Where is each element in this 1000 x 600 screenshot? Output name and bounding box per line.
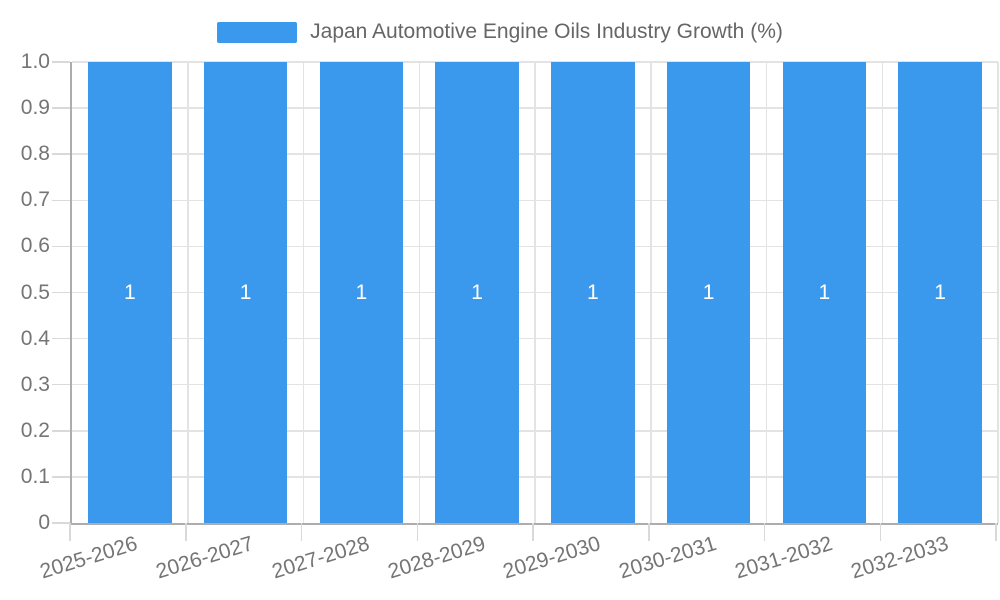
bar-value-label: 1: [818, 281, 831, 304]
x-gridline: [997, 62, 999, 523]
bar-value-label: 1: [239, 281, 252, 304]
y-axis-tick: [52, 337, 70, 340]
y-axis-tick-label: 0.3: [20, 372, 50, 396]
y-axis-tick-label: 0.1: [20, 464, 50, 488]
x-axis-tick: [300, 523, 303, 541]
y-axis-tick: [52, 245, 70, 248]
y-axis-tick-label: 0.6: [20, 234, 50, 258]
y-axis-tick-label: 1.0: [20, 50, 50, 73]
bar-value-label: 1: [934, 281, 946, 304]
bar[interactable]: 1: [782, 62, 867, 523]
x-gridline: [650, 62, 652, 523]
x-gridline: [534, 62, 536, 523]
y-axis-tick-label: 0.5: [20, 280, 50, 304]
bar[interactable]: 1: [88, 62, 172, 523]
bar-value-label: 1: [124, 281, 136, 304]
bar-value-label: 1: [355, 281, 368, 304]
y-axis-tick-label: 0.9: [20, 96, 50, 120]
x-axis-tick: [648, 523, 650, 541]
bar[interactable]: 1: [435, 62, 519, 523]
x-gridline: [418, 62, 420, 523]
x-axis-tick-label: 2030-2031: [616, 532, 720, 584]
y-axis-tick: [52, 522, 70, 524]
x-axis-tick: [532, 523, 534, 541]
y-axis-tick: [52, 291, 70, 294]
y-axis-tick-label: 0.4: [20, 326, 50, 350]
legend-label: Japan Automotive Engine Oils Industry Gr…: [310, 20, 783, 43]
chart-legend[interactable]: Japan Automotive Engine Oils Industry Gr…: [0, 14, 1000, 50]
plot-area: 1 1 1 1 1 1 1 1: [70, 61, 999, 525]
bar[interactable]: 1: [319, 62, 404, 523]
x-gridline: [187, 62, 189, 523]
bar[interactable]: 1: [666, 62, 751, 523]
y-axis-tick-label: 0: [38, 511, 50, 534]
bar[interactable]: 1: [898, 62, 982, 523]
x-axis-tick-label: 2032-2033: [848, 532, 951, 584]
x-axis-tick-label: 2027-2028: [269, 532, 373, 584]
y-axis-tick: [52, 199, 70, 202]
x-axis-tick: [763, 523, 766, 541]
y-axis-tick-label: 0.2: [20, 418, 50, 442]
bar-value-label: 1: [471, 281, 483, 304]
y-axis-tick: [52, 61, 70, 63]
x-axis-tick: [185, 523, 187, 541]
x-gridline: [881, 62, 883, 523]
x-axis-tick-label: 2031-2032: [732, 532, 836, 584]
y-axis-tick-label: 0.8: [20, 142, 50, 166]
x-axis-tick-label: 2028-2029: [385, 532, 488, 584]
x-axis-tick-label: 2029-2030: [500, 532, 604, 584]
y-axis-tick: [52, 430, 70, 432]
bar[interactable]: 1: [203, 62, 288, 523]
x-axis-tick-label: 2025-2026: [37, 532, 141, 584]
x-gridline: [765, 62, 768, 523]
legend-swatch-icon: [217, 21, 298, 43]
x-axis-tick: [69, 523, 71, 541]
x-gridline: [302, 62, 305, 523]
y-axis-tick: [52, 107, 70, 109]
x-axis-tick: [995, 523, 997, 541]
x-axis-tick: [879, 523, 881, 541]
bar-value-label: 1: [587, 281, 599, 304]
bar[interactable]: 1: [551, 62, 635, 523]
x-axis-tick-label: 2026-2027: [153, 532, 257, 584]
y-axis-tick: [52, 476, 70, 478]
y-axis-tick-label: 0.7: [20, 188, 50, 212]
y-axis-tick: [52, 153, 70, 155]
x-axis-tick: [416, 523, 418, 541]
bar-value-label: 1: [702, 281, 715, 304]
y-axis-tick: [52, 383, 70, 386]
